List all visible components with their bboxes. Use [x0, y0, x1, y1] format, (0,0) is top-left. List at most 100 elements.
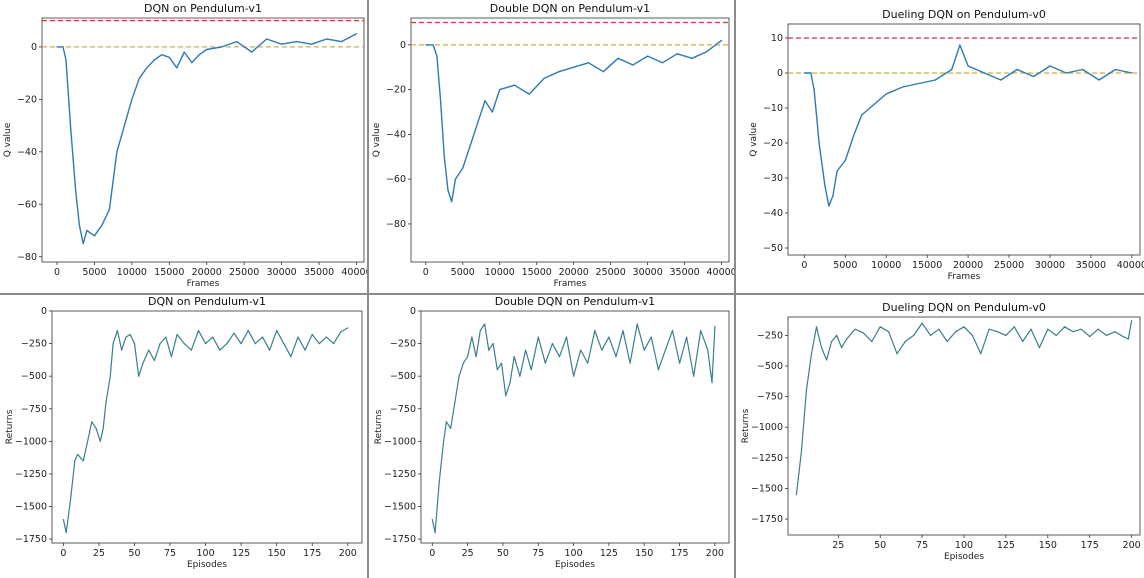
x-tick-label: 25000	[994, 260, 1024, 271]
data-point	[116, 329, 119, 332]
data-point	[183, 342, 185, 345]
data-point	[608, 336, 610, 338]
data-point	[153, 59, 155, 61]
data-point	[902, 86, 904, 88]
data-point	[721, 39, 723, 41]
data-point	[69, 499, 72, 501]
data-point	[62, 518, 64, 521]
x-tick-label: 5000	[82, 267, 106, 278]
data-point	[951, 68, 953, 71]
x-tick-label: 150	[1039, 540, 1057, 551]
data-point	[879, 326, 881, 328]
y-tick-label: −750	[21, 404, 47, 415]
data-point	[615, 356, 617, 358]
y-tick-label: −1750	[751, 514, 783, 525]
data-point	[617, 57, 619, 59]
x-tick-label: 25	[93, 548, 105, 559]
data-point	[707, 349, 709, 351]
data-point	[828, 205, 830, 207]
y-axis-label: Q value	[372, 122, 382, 157]
data-point	[1072, 331, 1074, 333]
data-point	[254, 342, 256, 345]
y-tick-label: −250	[757, 330, 783, 341]
data-point	[650, 336, 652, 338]
data-point	[543, 77, 545, 80]
data-point	[168, 56, 170, 58]
data-point	[276, 329, 278, 332]
data-point	[1098, 79, 1100, 81]
x-tick-label: 10000	[871, 260, 901, 271]
data-point	[454, 401, 456, 403]
y-tick-label: −50	[763, 243, 783, 254]
data-point	[109, 375, 111, 377]
x-tick-label: 35000	[1076, 260, 1106, 271]
data-point	[601, 349, 603, 351]
y-tick-label: −500	[757, 361, 783, 372]
data-point	[565, 336, 568, 338]
data-point	[820, 347, 823, 349]
y-tick-label: 0	[31, 42, 37, 53]
x-tick-label: 0	[54, 267, 60, 278]
data-point	[116, 151, 118, 153]
data-point	[133, 342, 136, 345]
data-point	[221, 46, 223, 48]
y-tick-label: −500	[390, 371, 416, 382]
data-point	[153, 359, 155, 362]
y-tick-label: −1250	[384, 469, 416, 480]
y-tick-label: −250	[21, 339, 47, 350]
data-point	[896, 353, 898, 355]
x-tick-label: 25	[462, 548, 474, 559]
data-point	[121, 349, 123, 351]
data-point	[318, 342, 320, 345]
data-point	[425, 44, 427, 46]
x-tick-label: 35000	[670, 267, 700, 278]
data-point	[191, 62, 193, 64]
x-tick-label: 100	[197, 548, 215, 559]
data-point	[484, 100, 486, 102]
data-point	[959, 44, 961, 46]
data-point	[1131, 72, 1133, 74]
data-point	[340, 41, 343, 43]
data-point	[664, 349, 667, 351]
y-tick-label: −40	[17, 147, 37, 158]
x-tick-label: 15000	[912, 260, 942, 271]
data-point	[476, 122, 479, 124]
data-point	[509, 382, 511, 384]
data-point	[846, 338, 848, 340]
series-line	[795, 320, 1133, 495]
y-tick-label: 10	[771, 33, 783, 44]
x-axis-label: Frames	[187, 279, 220, 289]
data-point	[431, 518, 433, 521]
data-point	[706, 50, 708, 53]
data-point	[251, 51, 253, 53]
data-point	[676, 53, 678, 55]
x-tick-label: 5000	[451, 267, 475, 278]
data-point	[988, 328, 990, 330]
q-value-chart-dueling-dqn: Dueling DQN on Pendulum-v0 0 5000 10000 1500…	[736, 0, 1144, 293]
chart-title: Double DQN on Pendulum-v1	[495, 295, 655, 308]
x-tick-label: 125	[997, 540, 1015, 551]
data-point	[483, 323, 486, 325]
data-point	[462, 362, 464, 364]
chart-title: Dueling DQN on Pendulum-v0	[882, 8, 1046, 21]
data-point	[438, 479, 440, 482]
y-tick-label: −80	[386, 219, 406, 230]
data-point	[714, 326, 716, 328]
y-tick-label: −30	[763, 173, 783, 184]
x-tick-label: 20000	[559, 267, 589, 278]
data-point	[142, 362, 144, 364]
data-point	[1055, 334, 1057, 336]
x-tick-label: 15000	[522, 267, 552, 278]
data-point	[622, 329, 624, 332]
data-point	[443, 440, 445, 442]
y-tick-label: −1500	[15, 502, 47, 513]
data-point	[632, 64, 634, 66]
data-point	[1080, 328, 1082, 330]
data-point	[841, 347, 843, 349]
data-point	[475, 356, 477, 358]
y-axis-label: Returns	[741, 408, 751, 443]
y-tick-label: −1000	[15, 436, 47, 447]
returns-chart-double-dqn: Double DQN on Pendulum-v1 0 25 50 75 100 125 15…	[369, 295, 734, 578]
y-tick-label: −1000	[751, 422, 783, 433]
y-tick-label: −20	[386, 85, 406, 96]
